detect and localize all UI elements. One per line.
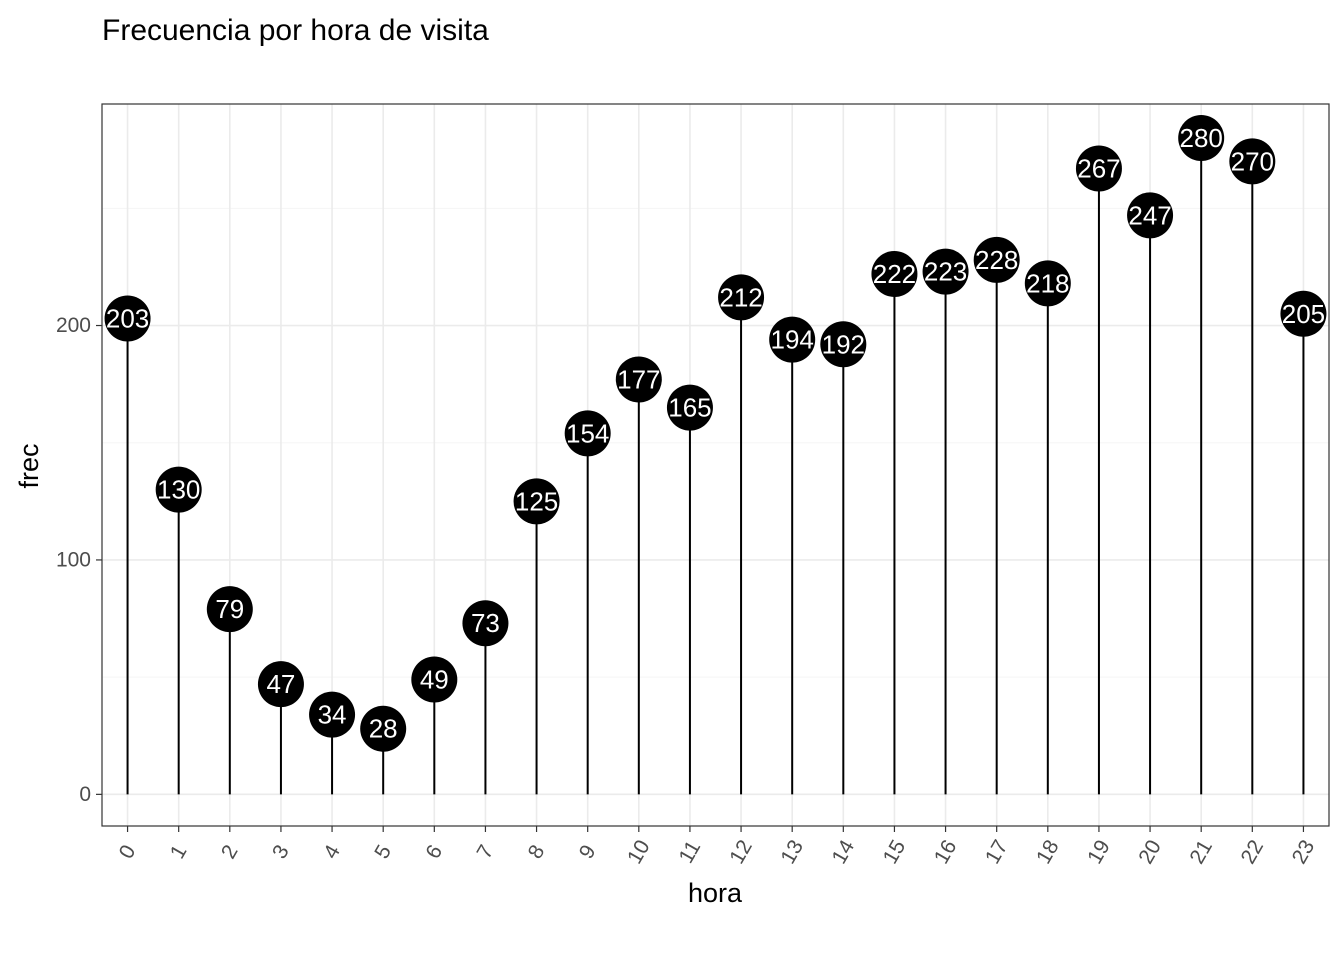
x-tick-label: 11 (675, 837, 706, 867)
x-tick-label: 0 (115, 841, 141, 863)
data-point (973, 236, 1020, 283)
data-point (1127, 192, 1174, 239)
data-point (820, 321, 867, 368)
data-point (462, 600, 509, 647)
data-point (411, 656, 458, 703)
data-label: 247 (1128, 200, 1171, 230)
x-tick-label: 20 (1134, 836, 1166, 868)
x-tick-label: 12 (725, 836, 757, 868)
y-tick-label: 0 (79, 783, 91, 806)
data-label: 280 (1179, 123, 1222, 153)
points (104, 114, 1327, 752)
data-label: 73 (471, 608, 500, 638)
x-tick-label: 4 (319, 841, 345, 863)
data-point (922, 248, 969, 295)
x-tick-label: 6 (421, 841, 447, 863)
data-point (257, 661, 304, 708)
data-label: 270 (1231, 146, 1274, 176)
data-label: 79 (215, 594, 244, 624)
panel-border (101, 103, 1330, 827)
x-tick-label: 21 (1185, 836, 1217, 868)
data-point (1024, 260, 1071, 307)
x-tick-label: 18 (1032, 836, 1064, 868)
y-axis-title: frec (14, 443, 44, 488)
data-labels: 203 130 79 47 34 28 49 73 125 154 177 165 212 194 192 2… (106, 123, 1325, 744)
data-point (718, 274, 765, 321)
x-tick-label: 22 (1237, 836, 1269, 868)
x-tick-label: 19 (1083, 836, 1115, 868)
data-label: 267 (1077, 153, 1120, 183)
data-label: 194 (770, 325, 813, 355)
data-point (104, 295, 151, 342)
data-point (155, 466, 202, 513)
data-label: 212 (719, 282, 762, 312)
chart-title: Frecuencia por hora de visita (102, 14, 489, 47)
y-tick-label: 100 (56, 548, 91, 571)
data-point (1229, 138, 1276, 185)
data-label: 177 (617, 364, 660, 394)
data-label: 34 (318, 700, 347, 730)
data-label: 228 (975, 245, 1018, 275)
data-point (769, 316, 816, 363)
x-tick-label: 1 (166, 841, 192, 863)
data-point (206, 586, 253, 633)
data-label: 125 (515, 486, 558, 516)
data-point (1178, 114, 1225, 161)
data-label: 49 (420, 664, 449, 694)
x-tick-label: 15 (879, 836, 911, 868)
data-label: 47 (266, 669, 295, 699)
data-label: 205 (1282, 299, 1325, 329)
data-label: 130 (157, 475, 200, 505)
y-axis: 0 100 200 (56, 314, 102, 806)
x-tick-label: 2 (217, 841, 243, 863)
data-point (1280, 290, 1327, 337)
data-label: 154 (566, 418, 609, 448)
data-point (666, 384, 713, 431)
x-tick-label: 10 (623, 836, 655, 868)
data-label: 222 (873, 259, 916, 289)
x-axis: 0 1 2 3 4 5 6 7 8 9 10 11 12 13 14 15 16 17 18 19 20 21 22 23 (115, 826, 1320, 868)
data-point (513, 478, 560, 525)
data-label: 223 (924, 257, 967, 287)
data-point (360, 705, 407, 752)
x-tick-label: 5 (370, 841, 396, 863)
data-label: 218 (1026, 268, 1069, 298)
x-tick-label: 14 (828, 836, 860, 868)
data-point (615, 356, 662, 403)
data-point (1075, 145, 1122, 192)
stems (126, 137, 1305, 795)
x-tick-label: 23 (1288, 836, 1320, 868)
data-point (309, 691, 356, 738)
data-label: 165 (668, 393, 711, 423)
data-point (564, 410, 611, 457)
data-label: 28 (369, 714, 398, 744)
y-tick-label: 200 (56, 314, 91, 337)
x-tick-label: 16 (930, 836, 962, 868)
data-label: 203 (106, 303, 149, 333)
x-axis-title: hora (688, 878, 743, 908)
data-label: 192 (822, 329, 865, 359)
x-tick-label: 13 (776, 836, 808, 868)
x-tick-label: 9 (575, 841, 601, 863)
data-point (871, 250, 918, 297)
x-tick-label: 3 (268, 841, 294, 863)
x-tick-label: 7 (473, 841, 499, 863)
x-tick-label: 8 (524, 841, 550, 863)
x-tick-label: 17 (981, 836, 1013, 868)
